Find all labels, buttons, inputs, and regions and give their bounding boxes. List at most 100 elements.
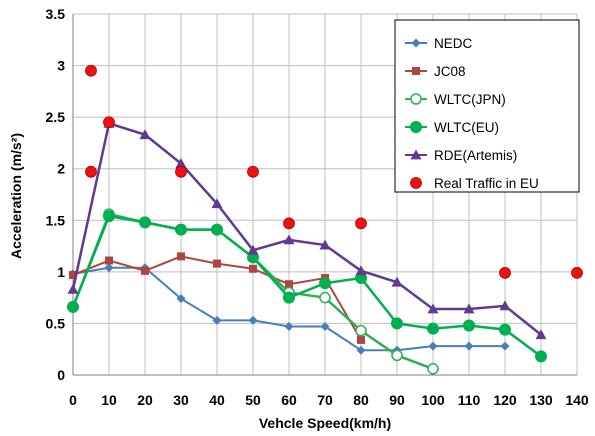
x-tick-label: 70 <box>317 392 333 408</box>
legend-label: Real Traffic in EU <box>434 176 539 191</box>
data-point <box>176 294 186 304</box>
data-point <box>104 263 114 273</box>
data-point <box>211 198 223 209</box>
y-tick-label: 3.5 <box>46 6 66 22</box>
legend-label: WLTC(JPN) <box>434 92 506 107</box>
data-point <box>463 319 475 332</box>
legend-label: RDE(Artemis) <box>434 148 517 163</box>
data-point <box>248 315 258 325</box>
series-wltc-eu <box>67 210 547 363</box>
x-tick-label: 100 <box>421 392 445 408</box>
data-point <box>391 349 403 362</box>
data-point <box>212 315 222 325</box>
x-tick-label: 80 <box>353 392 369 408</box>
data-point <box>427 363 439 375</box>
x-tick-label: 30 <box>173 392 189 408</box>
x-tick-label: 130 <box>529 392 553 408</box>
data-point <box>427 322 439 335</box>
axes <box>72 14 577 376</box>
data-point <box>211 223 223 236</box>
y-tick-label: 3 <box>57 58 65 74</box>
legend: NEDC JC08 WLTC(JPN) WLTC(EU) RDE(Artemis) Rea… <box>394 19 580 193</box>
data-point <box>283 234 295 245</box>
x-tick-label: 110 <box>458 392 481 408</box>
data-point <box>355 265 367 276</box>
data-point <box>213 259 221 268</box>
data-point <box>356 345 366 355</box>
y-tick-label: 1.5 <box>46 212 66 228</box>
legend-label: NEDC <box>434 36 473 51</box>
data-point <box>464 341 474 351</box>
x-axis-label: Vehcle Speed(km/h) <box>259 415 391 431</box>
x-tick-label: 90 <box>389 392 405 408</box>
data-point <box>285 280 293 289</box>
data-point <box>391 276 403 287</box>
x-tick-label: 140 <box>565 392 589 408</box>
legend-item: Real Traffic in EU <box>410 176 539 191</box>
legend-box <box>394 19 580 193</box>
data-point <box>410 93 422 105</box>
data-point <box>391 317 403 330</box>
data-point <box>67 300 79 313</box>
data-point <box>177 252 185 261</box>
legend-label: JC08 <box>434 64 466 79</box>
data-point <box>284 322 294 332</box>
data-point <box>85 165 97 178</box>
x-tick-label: 10 <box>101 392 117 408</box>
data-point <box>319 277 331 290</box>
x-tick-label: 120 <box>493 392 517 408</box>
series-line <box>71 214 542 358</box>
data-point <box>139 216 151 229</box>
data-point <box>175 165 187 178</box>
legend-label: WLTC(EU) <box>434 120 499 135</box>
data-point <box>428 341 438 351</box>
x-tick-label: 20 <box>137 392 153 408</box>
y-axis-label: Acceleration (m/s²) <box>8 133 24 259</box>
data-point <box>355 217 367 230</box>
data-point <box>427 303 439 314</box>
tick-labels: 0 0.5 1 1.5 2 2.5 3 3.5 0 10 20 30 40 50 60 70 80 90 100 11… <box>46 6 589 408</box>
y-tick-label: 0 <box>57 367 65 383</box>
data-point <box>103 210 115 223</box>
x-tick-label: 0 <box>69 392 77 408</box>
y-tick-label: 0.5 <box>46 315 66 331</box>
legend-item: WLTC(EU) <box>405 120 499 135</box>
y-tick-label: 2 <box>57 161 65 177</box>
data-series <box>67 64 583 375</box>
data-point <box>319 239 331 250</box>
data-point <box>411 38 421 48</box>
data-point <box>463 303 475 314</box>
grid-lines <box>73 13 578 375</box>
data-point <box>412 67 420 75</box>
legend-item: RDE(Artemis) <box>405 148 517 163</box>
data-point <box>499 266 511 279</box>
data-point <box>535 329 547 340</box>
legend-item: WLTC(JPN) <box>405 92 506 107</box>
data-point <box>571 266 583 279</box>
x-tick-label: 50 <box>245 392 261 408</box>
data-point <box>139 129 151 140</box>
data-point <box>499 300 511 311</box>
data-point <box>69 270 77 279</box>
data-point <box>355 324 367 337</box>
data-point <box>410 121 422 133</box>
data-point <box>247 244 259 255</box>
data-point <box>247 165 259 178</box>
data-point <box>500 341 510 351</box>
data-point <box>283 291 295 304</box>
data-point <box>67 283 79 294</box>
data-point <box>249 264 257 273</box>
y-tick-label: 1 <box>57 264 65 280</box>
data-point <box>141 266 149 275</box>
series-real-traffic-in-eu <box>85 64 583 279</box>
x-tick-label: 60 <box>281 392 297 408</box>
y-tick-label: 2.5 <box>46 109 66 125</box>
legend-item: NEDC <box>405 36 473 51</box>
data-point <box>319 291 331 304</box>
data-point <box>105 256 113 265</box>
data-point <box>85 64 97 77</box>
data-point <box>535 350 547 363</box>
data-point <box>410 177 422 189</box>
data-point <box>175 223 187 236</box>
